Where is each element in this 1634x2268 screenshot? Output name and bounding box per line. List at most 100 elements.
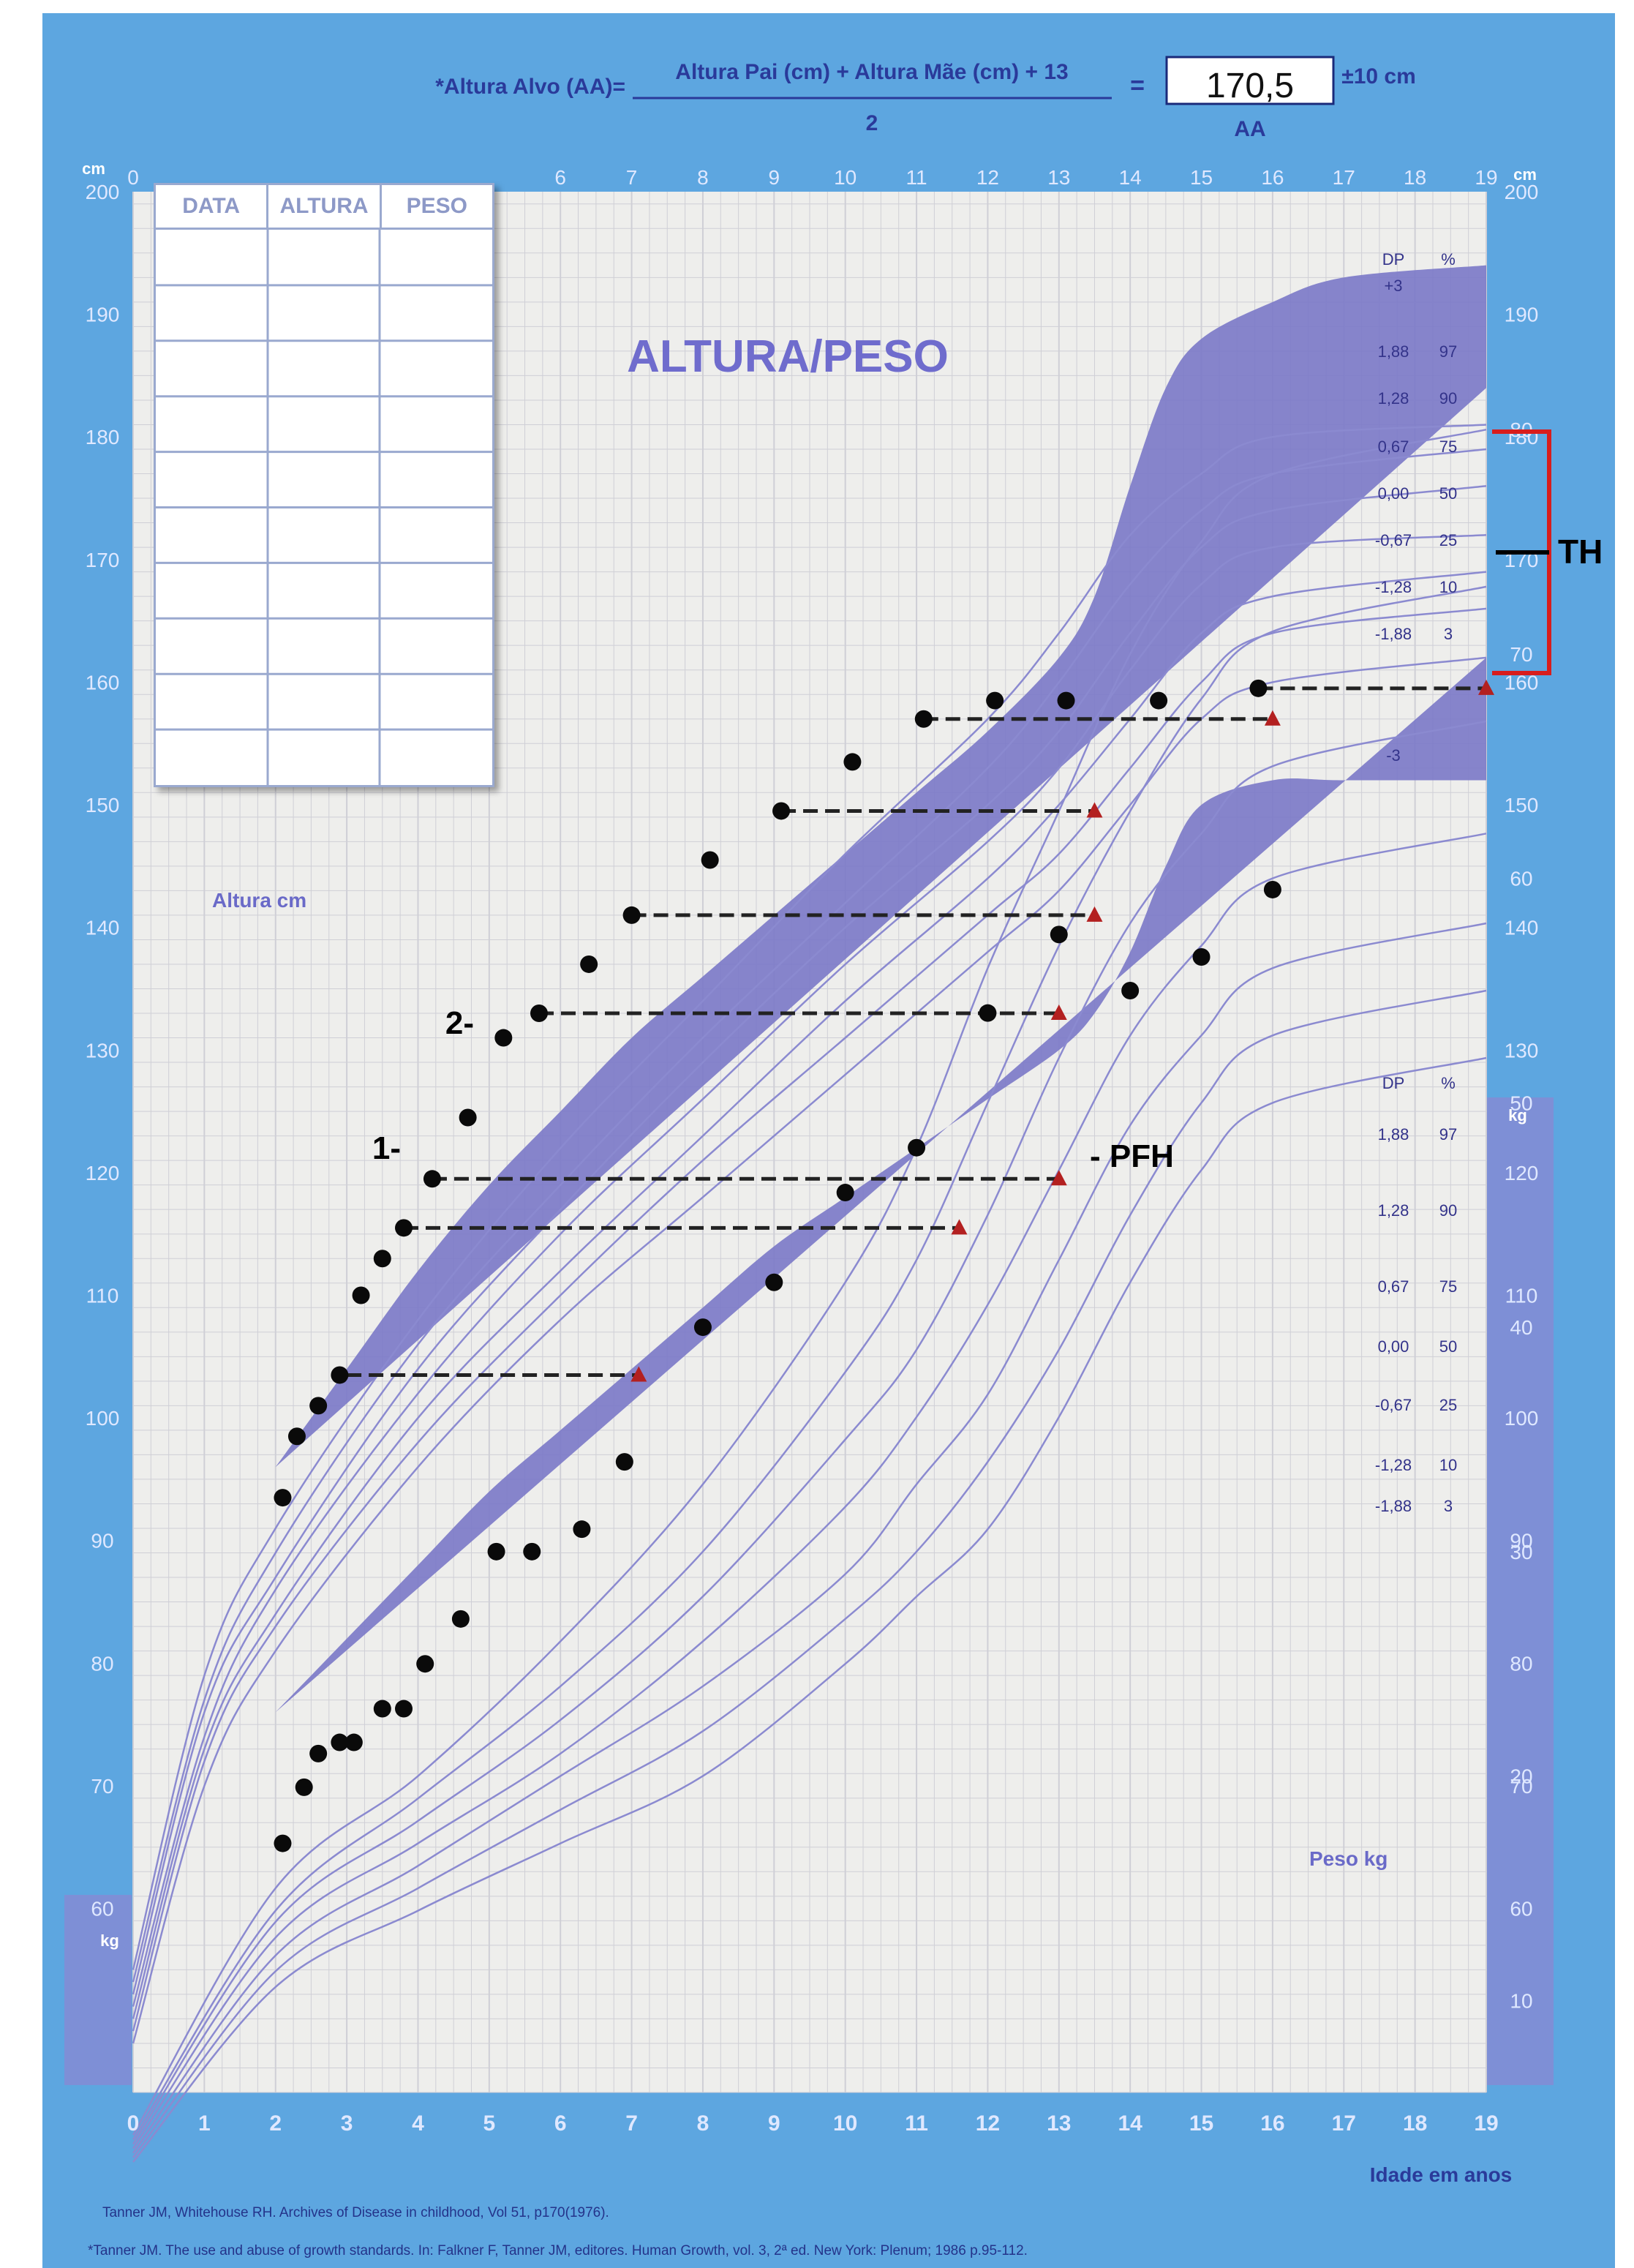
age-tick-top: 6 — [554, 166, 566, 189]
altura-cm-label: Altura cm — [212, 889, 306, 912]
weight-curve-p50 — [132, 833, 1487, 2149]
height-sd-dp: 0,67 — [1378, 438, 1409, 456]
height-tick-left: 110 — [86, 1285, 119, 1307]
height-sd-dp: 1,88 — [1378, 342, 1409, 361]
height-point — [352, 1286, 370, 1304]
height-tick-left: 80 — [91, 1652, 113, 1675]
weight-curve-p90 — [132, 585, 1487, 2141]
age-tick-bottom: 8 — [697, 2111, 709, 2136]
age-tick-bottom: 3 — [341, 2111, 353, 2136]
height-tick-right: 200 — [1505, 181, 1539, 203]
height-sd-dp: 1,28 — [1378, 389, 1409, 408]
weight-point — [979, 1004, 997, 1022]
age-tick-bottom: 5 — [483, 2111, 495, 2136]
bone-age-triangle — [1086, 802, 1103, 818]
age-tick-bottom: 4 — [412, 2111, 424, 2136]
age-tick-bottom: 2 — [269, 2111, 282, 2136]
height-tick-left: 130 — [86, 1039, 120, 1062]
bone-age-triangle — [630, 1366, 647, 1382]
height-point — [494, 1029, 513, 1047]
target-height-label: AA — [1234, 117, 1265, 141]
weight-point — [373, 1700, 391, 1718]
height-curve-p50 — [132, 534, 1487, 2008]
height-curve-p75 — [132, 485, 1487, 1995]
weight-point — [395, 1700, 413, 1718]
age-tick-bottom: 18 — [1403, 2111, 1427, 2136]
weight-tick-right: 30 — [1510, 1541, 1532, 1563]
weight-tick-right: 20 — [1510, 1765, 1532, 1788]
weight-tick-right: 70 — [1510, 643, 1532, 666]
height-curve-p90 — [132, 448, 1487, 1983]
height-tick-right: 60 — [1510, 1898, 1532, 1920]
height-point — [459, 1108, 477, 1127]
weight-curve-p75 — [132, 720, 1487, 2145]
weight-point — [1192, 947, 1211, 966]
height-sd-pct: 50 — [1439, 484, 1457, 503]
formula-range: ±10 cm — [1341, 64, 1416, 89]
weight-tick-right: 40 — [1510, 1316, 1532, 1339]
height-point — [622, 906, 641, 924]
table-header-date: DATA — [156, 185, 269, 228]
weight-curve-p25 — [132, 922, 1487, 2154]
height-tick-left: 120 — [86, 1162, 120, 1184]
data-points — [274, 679, 1281, 1852]
age-tick-bottom: 9 — [768, 2111, 780, 2136]
height-tick-left: 150 — [86, 794, 120, 816]
height-sd-dp: -3 — [1386, 746, 1401, 765]
weight-point — [765, 1273, 783, 1291]
weight-tick-right: 50 — [1510, 1092, 1532, 1114]
height-tick-right: 110 — [1505, 1285, 1538, 1307]
height-tick-left: 140 — [86, 917, 120, 939]
bone-age-triangle — [1264, 710, 1281, 726]
age-tick-bottom: 11 — [905, 2111, 928, 2136]
height-point — [772, 802, 791, 820]
height-tick-left: 100 — [86, 1407, 120, 1430]
age-tick-top: 10 — [834, 166, 856, 189]
age-tick-top: 9 — [769, 166, 780, 189]
age-tick-top: 15 — [1190, 166, 1213, 189]
height-curve-p97 — [132, 424, 1487, 1970]
weight-sd-dp: 0,67 — [1378, 1277, 1409, 1296]
weight-point — [1263, 880, 1281, 898]
height-point — [274, 1489, 292, 1507]
age-tick-top: 7 — [626, 166, 638, 189]
height-tick-right: 140 — [1505, 917, 1539, 939]
height-point — [1249, 679, 1268, 697]
height-tick-left: 70 — [91, 1775, 113, 1798]
height-point — [1057, 691, 1075, 710]
height-sd-pct: 25 — [1439, 531, 1457, 549]
age-tick-bottom: 1 — [198, 2111, 211, 2136]
weight-sd-pct: 90 — [1439, 1201, 1457, 1220]
weight-tick-right: 60 — [1510, 868, 1532, 890]
table-rows — [156, 230, 492, 785]
height-tick-left: 60 — [91, 1898, 113, 1920]
height-sd-pct: 10 — [1439, 578, 1457, 596]
age-tick-bottom: 6 — [554, 2111, 567, 2136]
age-tick-bottom: 12 — [976, 2111, 1000, 2136]
age-tick-top: 19 — [1475, 166, 1497, 189]
age-tick-top: 14 — [1119, 166, 1142, 189]
height-sd-pct: 97 — [1439, 342, 1457, 361]
weight-point — [345, 1733, 363, 1751]
height-tick-right: 120 — [1505, 1162, 1539, 1184]
weight-curve-p97 — [132, 428, 1487, 2136]
peso-kg-label: Peso kg — [1309, 1847, 1388, 1870]
percentile-curves — [132, 424, 1487, 2163]
height-sd-pct: 90 — [1439, 389, 1457, 408]
height-point — [287, 1427, 306, 1446]
measurement-table: DATA ALTURA PESO — [154, 183, 494, 787]
height-point — [530, 1005, 548, 1023]
age-tick-bottom: 17 — [1332, 2111, 1356, 2136]
weight-strip-right — [1486, 1097, 1554, 2085]
weight-point — [693, 1318, 712, 1337]
height-point — [701, 851, 719, 869]
weight-sd-pct: 50 — [1439, 1337, 1457, 1356]
formula-equals: = — [1130, 72, 1145, 99]
formula-numerator: Altura Pai (cm) + Altura Mãe (cm) + 13 — [675, 60, 1068, 84]
age-tick-bottom: 15 — [1189, 2111, 1213, 2136]
height-sd-dp: 0,00 — [1378, 484, 1409, 503]
height-point — [843, 753, 862, 771]
weight-point — [416, 1655, 434, 1673]
height-point — [309, 1397, 328, 1415]
